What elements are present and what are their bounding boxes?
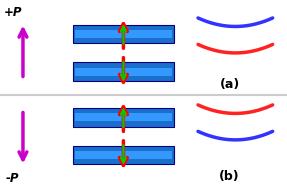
Text: (b): (b): [219, 170, 240, 183]
Bar: [75, 30, 172, 38]
Bar: [73, 146, 174, 164]
Text: (a): (a): [220, 78, 240, 91]
Bar: [73, 108, 174, 127]
Bar: [75, 113, 172, 122]
Text: -P: -P: [6, 172, 20, 185]
Bar: [73, 25, 174, 43]
Bar: [73, 62, 174, 81]
Text: +P: +P: [4, 6, 22, 19]
Bar: [75, 67, 172, 76]
Bar: [75, 151, 172, 159]
